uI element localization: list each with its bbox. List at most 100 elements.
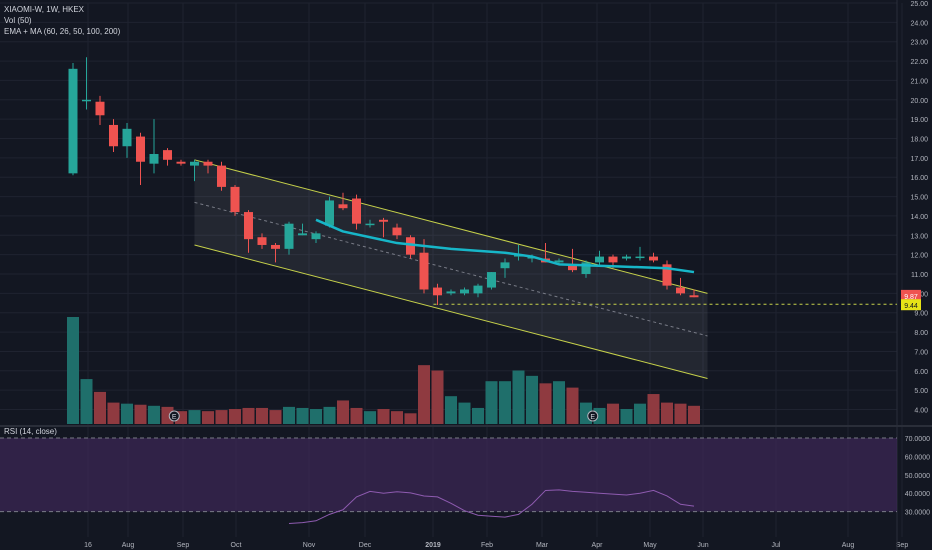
channel-lower-line (194, 244, 708, 380)
y-tick-label: 15.00 (910, 195, 928, 202)
volume-bar (445, 396, 457, 424)
candle-body (365, 223, 375, 226)
volume-bar (499, 381, 511, 424)
candle-body (433, 287, 442, 296)
y-tick-label: 5.00 (914, 388, 928, 395)
volume-bar (323, 406, 336, 424)
candle-body (230, 186, 240, 213)
candle-body (244, 212, 253, 240)
candle-body (217, 165, 226, 187)
volume-bar (269, 410, 282, 424)
volume-bar (539, 383, 552, 424)
candle-body (689, 295, 699, 298)
volume-bar (661, 402, 673, 424)
legend-title: XIAOMI-W, 1W, HKEX (4, 5, 85, 14)
volume-bar (350, 407, 363, 424)
volume-bar (553, 381, 565, 424)
candle-body (676, 287, 685, 294)
rsi-line (288, 489, 695, 525)
level-price-label: 9.44 (904, 303, 918, 310)
legend-volume: Vol (50) (4, 16, 32, 25)
rsi-band (0, 438, 897, 512)
x-tick-label: Feb (481, 542, 493, 549)
y-tick-label: 21.00 (910, 78, 928, 85)
candle-body (176, 161, 186, 164)
rsi-y-tick-label: 30.0000 (905, 510, 930, 517)
volume-bar (310, 409, 322, 424)
volume-bar (202, 411, 214, 424)
volume-bar (215, 410, 228, 424)
volume-bar (431, 370, 444, 424)
earnings-marker-icon (168, 410, 180, 422)
candle-body (554, 260, 564, 263)
rsi-y-tick-label: 60.0000 (905, 454, 930, 461)
moving-average-line (315, 218, 695, 274)
last-price-label: 9.87 (904, 294, 918, 301)
volume-bar (67, 317, 79, 424)
candle-body (338, 204, 348, 209)
y-tick-label: 14.00 (910, 214, 928, 221)
candle-body (122, 128, 132, 147)
volume-bar (188, 410, 201, 424)
candle-body (662, 264, 672, 286)
candle-body (608, 256, 618, 263)
volume-bar (377, 409, 390, 424)
volume-bar (283, 406, 295, 424)
candle-body (581, 262, 591, 275)
x-tick-label: 16 (84, 542, 92, 549)
volume-bar (674, 403, 687, 424)
earnings-marker-glyph: E (172, 414, 177, 421)
volume-bar (94, 391, 106, 424)
volume-bar (229, 409, 241, 424)
y-tick-label: 4.00 (914, 408, 928, 415)
candle-body (500, 262, 510, 269)
x-tick-label: Nov (303, 542, 316, 549)
volume-bar (485, 381, 498, 424)
candle-body (203, 161, 213, 166)
legend-ma: EMA + MA (60, 26, 50, 100, 200) (4, 27, 121, 36)
candle-body (352, 198, 361, 224)
y-tick-label: 25.00 (910, 1, 928, 8)
x-tick-label: Mar (536, 542, 549, 549)
volume-bar (107, 402, 120, 424)
volume-bar (404, 413, 417, 424)
channel-mid-line (194, 201, 708, 337)
volume-bar (607, 403, 619, 424)
candle-body (473, 285, 483, 294)
y-tick-label: 9.00 (914, 311, 928, 318)
candle-body (68, 68, 78, 174)
x-tick-label: Apr (592, 542, 604, 549)
candle-body (392, 227, 402, 236)
rsi-y-tick-label: 70.0000 (905, 436, 930, 443)
volume-bar (256, 407, 268, 424)
y-tick-label: 17.00 (910, 156, 928, 163)
y-tick-label: 24.00 (910, 20, 928, 27)
candle-body (95, 101, 105, 116)
volume-bar (134, 404, 147, 424)
candle-body (622, 256, 631, 259)
volume-bar (242, 407, 255, 424)
volume-bar (472, 407, 484, 424)
candle-body (163, 150, 172, 160)
candle-body (271, 244, 280, 249)
volume-bar (634, 403, 646, 424)
volume-bar (647, 394, 660, 424)
rsi-y-tick-label: 50.0000 (905, 473, 930, 480)
candle-body (82, 99, 91, 102)
volume-bar (296, 407, 309, 424)
candle-body (257, 237, 267, 245)
last-price-tag (901, 289, 921, 301)
x-tick-label: Aug (122, 542, 135, 549)
volume-bar (148, 405, 160, 424)
candle-body (284, 223, 294, 249)
candle-body (149, 153, 159, 164)
candle-body (325, 200, 334, 226)
volume-bar (418, 365, 430, 424)
volume-bar (364, 411, 376, 424)
candle-body (487, 272, 496, 288)
channel-upper-line (194, 159, 708, 294)
rsi-y-tick-label: 40.0000 (905, 491, 930, 498)
y-tick-label: 8.00 (914, 330, 928, 337)
y-tick-label: 12.00 (910, 253, 928, 260)
